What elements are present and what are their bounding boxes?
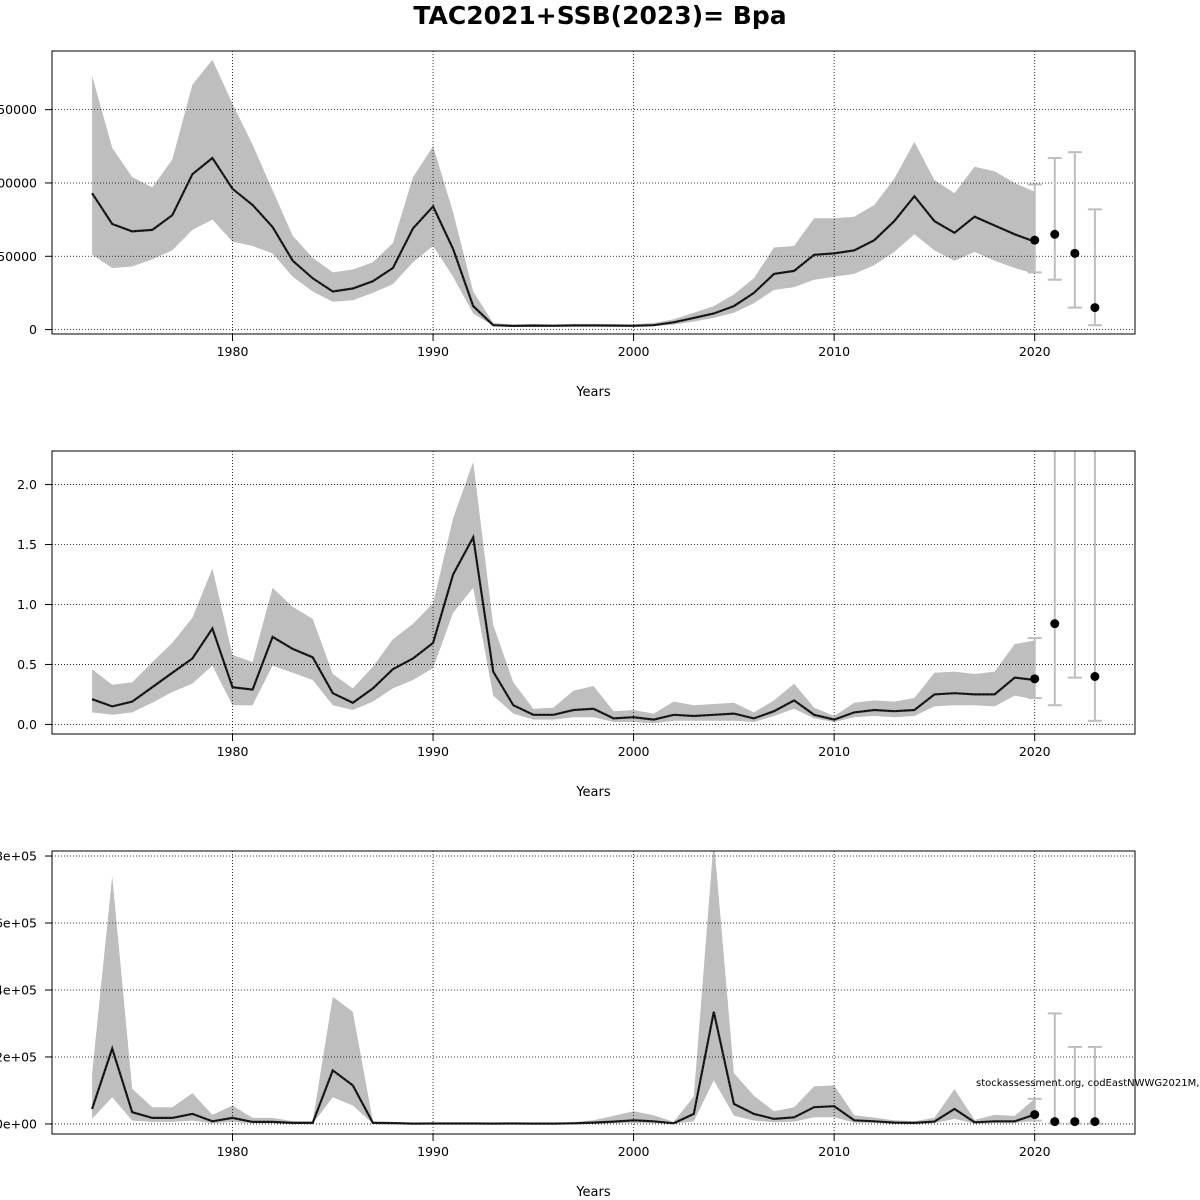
x-tick-label: 1980 [217, 344, 249, 359]
x-axis-label: Years [575, 785, 611, 800]
x-tick-label: 1990 [417, 344, 449, 359]
projection-point [1050, 1117, 1060, 1127]
estimate-line-dashes [91, 535, 1035, 721]
projection-point [1030, 235, 1040, 245]
projection-point [1070, 1117, 1080, 1127]
y-tick-label: 8e+05 [0, 849, 37, 864]
estimate-line-dashes [91, 157, 1035, 327]
confidence-band [92, 851, 1035, 1124]
x-tick-label: 2010 [818, 1144, 850, 1159]
projection-point [1030, 674, 1040, 684]
x-axis-label: Years [575, 385, 611, 400]
chart-title: TAC2021+SSB(2023)= Bpa [413, 1, 786, 30]
confidence-band [92, 461, 1035, 724]
x-tick-label: 2020 [1019, 344, 1051, 359]
y-tick-label: 0 [29, 322, 37, 337]
x-tick-label: 2020 [1019, 744, 1051, 759]
x-tick-label: 2010 [818, 344, 850, 359]
x-tick-label: 2000 [618, 344, 650, 359]
y-tick-label: 2.0 [17, 477, 37, 492]
projection-point [1070, 248, 1080, 258]
x-tick-label: 2000 [618, 744, 650, 759]
projection-point [1090, 303, 1100, 313]
plot-frame [51, 850, 1136, 1135]
y-tick-label: 0e+00 [0, 1116, 37, 1131]
x-tick-label: 2010 [818, 744, 850, 759]
plot-frame [51, 450, 1136, 735]
y-tick-label: 6e+05 [0, 916, 37, 931]
y-tick-label: 2e+05 [0, 1049, 37, 1064]
plot-frame [51, 50, 1136, 335]
y-tick-label: 50000 [0, 249, 37, 264]
confidence-band [92, 59, 1035, 327]
x-tick-label: 1980 [217, 744, 249, 759]
recruitment-panel: 1980 1990 2000 2010 2020 0e+00 2e+05 4e+05 6e+05… [0, 849, 1136, 1200]
plot-area [52, 451, 1135, 734]
y-tick-label: 0.5 [17, 657, 37, 672]
fishing-mortality-panel: 1980 1990 2000 2010 2020 0.0 0.5 1.0 1.5 2.0 Years [17, 450, 1136, 800]
plot-area [52, 851, 1135, 1134]
y-tick-label: 0.0 [17, 717, 37, 732]
estimate-line-dashes [91, 1011, 1035, 1125]
source-note: stockassessment.org, codEastNWWG2021M, .… [976, 1078, 1200, 1089]
ssb-panel: 1980 1990 2000 2010 2020 0 50000 100000 150000 Ye… [0, 50, 1136, 400]
x-tick-label: 2000 [618, 1144, 650, 1159]
x-tick-label: 1990 [417, 1144, 449, 1159]
plot-area [52, 51, 1135, 334]
projection-point [1030, 1110, 1040, 1120]
y-tick-label: 1.5 [17, 537, 37, 552]
x-tick-label: 1980 [217, 1144, 249, 1159]
y-tick-label: 4e+05 [0, 982, 37, 997]
projection-point [1090, 1117, 1100, 1127]
projection-point [1050, 229, 1060, 239]
x-tick-label: 2020 [1019, 1144, 1051, 1159]
x-axis-label: Years [575, 1185, 611, 1200]
projection-point [1090, 671, 1100, 681]
y-tick-label: 1.0 [17, 597, 37, 612]
y-tick-label: 150000 [0, 102, 37, 117]
y-tick-label: 100000 [0, 175, 37, 190]
projection-point [1050, 619, 1060, 629]
x-tick-label: 1990 [417, 744, 449, 759]
